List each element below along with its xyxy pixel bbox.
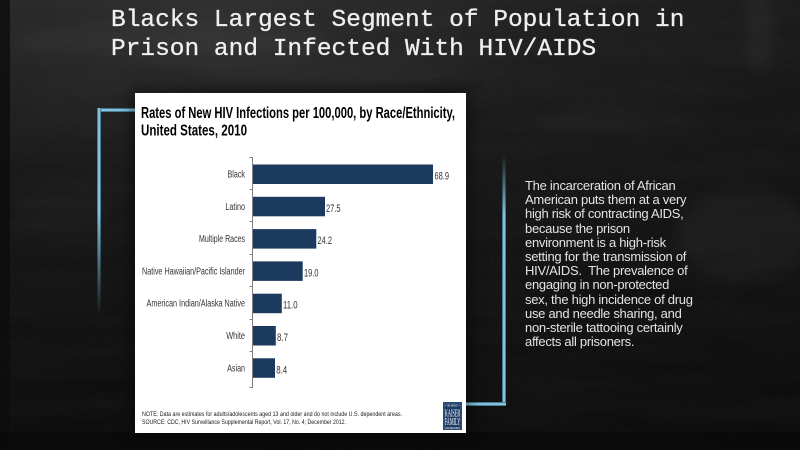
svg-text:Latino: Latino bbox=[225, 202, 245, 213]
svg-text:19.0: 19.0 bbox=[304, 267, 319, 279]
svg-text:24.2: 24.2 bbox=[318, 235, 333, 247]
svg-text:KAISER: KAISER bbox=[445, 408, 461, 419]
svg-text:27.5: 27.5 bbox=[326, 203, 341, 215]
svg-text:FOUNDATION: FOUNDATION bbox=[445, 427, 460, 430]
svg-text:NOTE: Data are estimates for a: NOTE: Data are estimates for adults/adol… bbox=[142, 411, 402, 418]
svg-text:FAMILY: FAMILY bbox=[445, 417, 461, 428]
svg-text:THE HENRY J: THE HENRY J bbox=[447, 405, 459, 408]
svg-text:SOURCE: CDC, HIV Surveillance: SOURCE: CDC, HIV Surveillance Supplement… bbox=[142, 419, 346, 426]
svg-text:American Indian/Alaska Native: American Indian/Alaska Native bbox=[147, 299, 246, 310]
svg-text:White: White bbox=[226, 331, 245, 342]
svg-text:11.0: 11.0 bbox=[283, 300, 298, 312]
svg-text:Native Hawaiian/Pacific Island: Native Hawaiian/Pacific Islander bbox=[142, 266, 245, 277]
svg-text:Asian: Asian bbox=[227, 363, 245, 374]
svg-text:Black: Black bbox=[228, 170, 246, 181]
svg-text:8.4: 8.4 bbox=[276, 364, 287, 376]
svg-text:68.9: 68.9 bbox=[435, 171, 450, 183]
svg-text:Multiple Races: Multiple Races bbox=[199, 234, 245, 245]
svg-text:8.7: 8.7 bbox=[277, 332, 288, 344]
svg-text:United States, 2010: United States, 2010 bbox=[141, 123, 247, 140]
svg-text:Rates of New HIV Infections pe: Rates of New HIV Infections per 100,000,… bbox=[141, 105, 455, 122]
